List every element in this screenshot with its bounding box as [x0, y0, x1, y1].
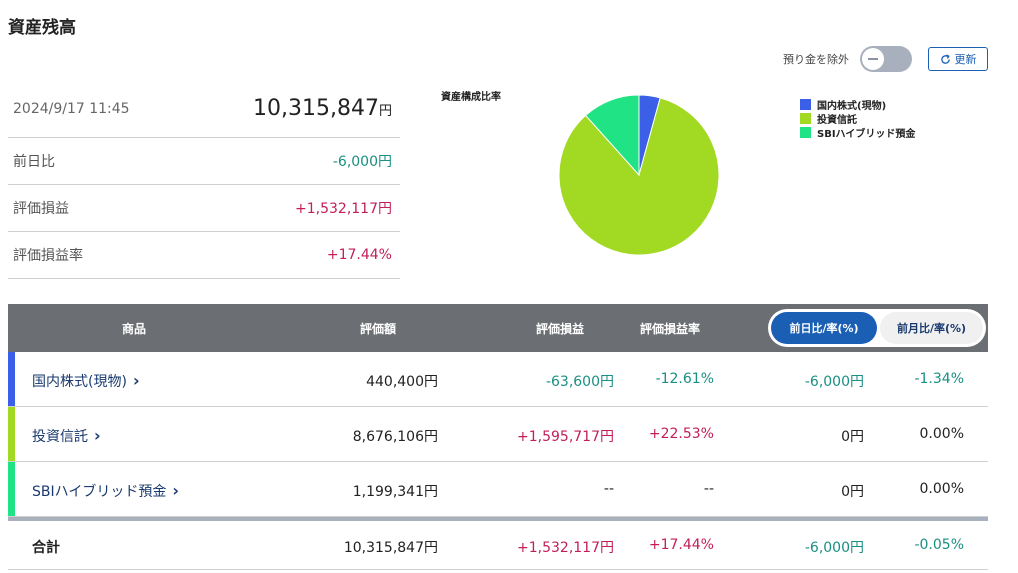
cell-day-rate: -1.34% [914, 371, 964, 387]
row-color-bar [8, 352, 15, 406]
summary-row-gain-rate: 評価損益率 +17.44% [8, 232, 400, 279]
refresh-label: 更新 [954, 54, 977, 66]
header-value: 評価額 [360, 322, 397, 336]
product-link-investment-trust[interactable]: 投資信託 › [32, 426, 101, 446]
cell-value: 440,400円 [366, 374, 438, 390]
summary-total-row: 2024/9/17 11:45 10,315,847円 [8, 84, 400, 138]
summary-value: -6,000円 [332, 154, 392, 170]
cell-value: 8,676,106円 [352, 429, 438, 445]
cell-day-value: -6,000円 [804, 374, 864, 390]
row-color-bar [8, 407, 15, 461]
chart-title: 資産構成比率 [441, 92, 501, 103]
header-gain-rate: 評価損益率 [640, 322, 701, 336]
chevron-right-icon: › [94, 426, 101, 445]
cell-day-rate: 0.00% [919, 481, 964, 497]
minus-icon [868, 58, 878, 60]
total-day-rate: -0.05% [914, 537, 964, 553]
cell-gain-rate: -- [703, 481, 714, 497]
refresh-icon [940, 53, 950, 64]
legend-label: 投資信託 [817, 114, 857, 126]
holdings-table-header: 商品 評価額 評価損益 評価損益率 前日比/率(%) 前月比/率(%) [8, 304, 988, 352]
page-title: 資産残高 [8, 18, 76, 38]
header-product: 商品 [122, 322, 147, 336]
cell-day-value: 0円 [841, 484, 864, 500]
table-row: SBIハイブリッド預金 › 1,199,341円 -- -- 0円 0.00% [8, 462, 988, 517]
cell-gain: -- [603, 481, 614, 497]
row-color-bar [8, 462, 15, 516]
header-gain: 評価損益 [536, 322, 585, 336]
summary-datetime: 2024/9/17 11:45 [13, 100, 130, 117]
toggle-knob [862, 48, 884, 70]
legend-swatch [800, 126, 811, 138]
table-row: 投資信託 › 8,676,106円 +1,595,717円 +22.53% 0円 … [8, 407, 988, 462]
total-row: 合計 10,315,847円 +1,532,117円 +17.44% -6,00… [8, 521, 988, 570]
summary-total: 10,315,847円 [253, 96, 392, 121]
summary-label: 評価損益率 [13, 248, 83, 264]
legend-item: 国内株式(現物) [800, 97, 915, 112]
chevron-right-icon: › [132, 371, 140, 390]
cell-gain: +1,595,717円 [517, 429, 614, 445]
pie-slice-2 [584, 94, 640, 177]
legend-item: 投資信託 [800, 111, 915, 126]
summary-label: 前日比 [13, 154, 55, 170]
period-segmented-control: 前日比/率(%) 前月比/率(%) [768, 309, 986, 347]
product-link-domestic-stock[interactable]: 国内株式(現物) › [32, 371, 140, 391]
asset-summary: 2024/9/17 11:45 10,315,847円 前日比 -6,000円 … [8, 84, 400, 279]
pie-slice-1 [558, 97, 720, 256]
total-day-value: -6,000円 [804, 540, 864, 556]
cell-gain-rate: +22.53% [648, 426, 714, 442]
legend-swatch [800, 98, 811, 110]
product-name: SBIハイブリッド預金 [32, 484, 167, 500]
refresh-button[interactable]: 更新 [928, 47, 988, 71]
cell-day-rate: 0.00% [919, 426, 964, 442]
cell-gain-rate: -12.61% [655, 371, 714, 387]
total-gain-rate: +17.44% [648, 537, 714, 553]
tab-day-change[interactable]: 前日比/率(%) [771, 312, 877, 344]
total-value: 10,315,847円 [343, 540, 438, 556]
summary-value: +17.44% [326, 247, 392, 263]
chevron-right-icon: › [172, 481, 179, 500]
summary-row-day-change: 前日比 -6,000円 [8, 138, 400, 185]
summary-total-unit: 円 [378, 104, 392, 119]
tab-month-change[interactable]: 前月比/率(%) [880, 312, 983, 344]
total-label: 合計 [32, 540, 60, 556]
cell-day-value: 0円 [841, 429, 864, 445]
summary-row-gain: 評価損益 +1,532,117円 [8, 185, 400, 232]
legend-swatch [800, 112, 811, 124]
table-row: 国内株式(現物) › 440,400円 -63,600円 -12.61% -6,0… [8, 352, 988, 407]
asset-pie-chart [558, 94, 720, 256]
total-divider [8, 517, 988, 521]
cell-gain: -63,600円 [545, 374, 614, 390]
chart-legend: 国内株式(現物) 投資信託 SBIハイブリッド預金 [800, 97, 916, 140]
cell-value: 1,199,341円 [352, 484, 438, 500]
summary-label: 評価損益 [13, 201, 69, 217]
product-name: 投資信託 [32, 429, 88, 445]
summary-total-value: 10,315,847 [253, 96, 379, 121]
legend-label: SBIハイブリッド預金 [817, 128, 916, 140]
exclude-deposit-label: 預り金を除外 [783, 53, 849, 66]
legend-item: SBIハイブリッド預金 [800, 125, 916, 140]
product-link-hybrid-deposit[interactable]: SBIハイブリッド預金 › [32, 481, 179, 501]
exclude-deposit-toggle[interactable] [860, 46, 912, 72]
product-name: 国内株式(現物) [32, 374, 127, 390]
legend-label: 国内株式(現物) [817, 100, 887, 112]
total-gain: +1,532,117円 [517, 540, 614, 556]
summary-value: +1,532,117円 [295, 201, 392, 217]
